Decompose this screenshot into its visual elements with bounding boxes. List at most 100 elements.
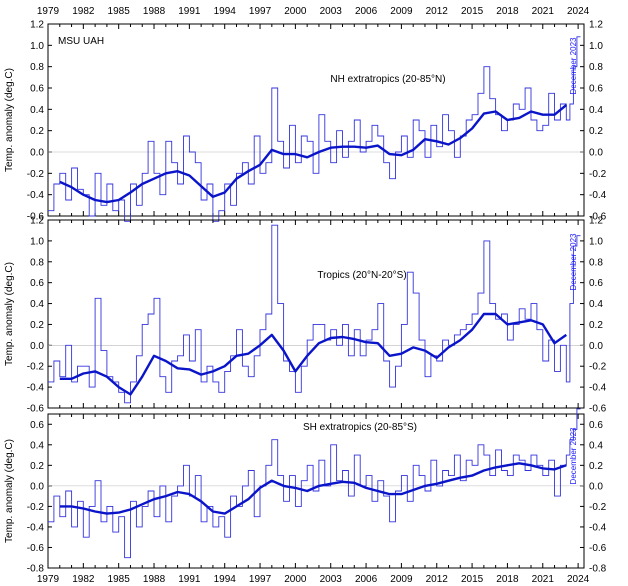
- x-tick-label-top: 1997: [249, 6, 272, 17]
- x-tick-label-top: 2024: [567, 6, 590, 17]
- x-tick-label-top: 1991: [178, 6, 201, 17]
- top-x-axis: 1979 1982 1985 1988 1991 1994 1997 2000 2003 2006…: [37, 6, 590, 17]
- plot-frame: [47, 413, 585, 569]
- plot-frame: [47, 23, 585, 217]
- y-tick-label-right: 1.2: [589, 216, 603, 227]
- y-tick-label-left: 1.0: [30, 41, 44, 52]
- y-tick-label-left: 1.2: [30, 216, 44, 227]
- corner-label: MSU UAH: [58, 36, 104, 47]
- x-tick-label-bottom: 2006: [355, 574, 378, 585]
- x-tick-label-bottom: 1988: [143, 574, 166, 585]
- x-tick-label-top: 2012: [426, 6, 449, 17]
- y-tick-label-right: 0.2: [589, 461, 603, 472]
- y-tick-label-right: 1.0: [589, 236, 603, 247]
- y-tick-label-left: -0.2: [27, 502, 45, 513]
- date-note: December 2023: [569, 37, 578, 94]
- x-tick-label-top: 2021: [532, 6, 555, 17]
- panel-title: Tropics (20°N-20°S): [317, 270, 406, 281]
- x-tick-label-bottom: 1982: [72, 574, 95, 585]
- y-tick-label-right: 0.8: [589, 62, 603, 73]
- y-axis-label: Temp. anomaly (deg.C): [4, 439, 15, 543]
- y-tick-label-right: 0.4: [589, 440, 603, 451]
- y-tick-label-right: -0.6: [589, 212, 607, 223]
- x-tick-label-bottom: 2021: [532, 574, 555, 585]
- y-tick-label-left: -0.6: [27, 212, 45, 223]
- y-tick-label-right: 0.4: [589, 299, 603, 310]
- y-tick-label-right: 1.2: [589, 20, 603, 31]
- y-tick-label-right: 0.4: [589, 105, 603, 116]
- y-tick-label-right: -0.4: [589, 522, 607, 533]
- x-tick-label-bottom: 1985: [108, 574, 131, 585]
- x-tick-label-bottom: 2000: [284, 574, 307, 585]
- y-tick-label-left: 0.0: [30, 148, 44, 159]
- x-tick-label-top: 2015: [461, 6, 484, 17]
- y-tick-label-left: 0.8: [30, 62, 44, 73]
- monthly-series-line: [48, 224, 581, 404]
- x-tick-label-top: 2009: [390, 6, 413, 17]
- y-tick-label-left: 0.8: [30, 257, 44, 268]
- x-tick-label-bottom: 2012: [426, 574, 449, 585]
- y-tick-label-left: -0.6: [27, 404, 45, 415]
- y-tick-label-right: -0.4: [589, 190, 607, 201]
- x-tick-label-top: 1979: [37, 6, 60, 17]
- y-tick-label-left: 0.6: [30, 420, 44, 431]
- x-tick-label-bottom: 2009: [390, 574, 413, 585]
- y-tick-label-left: -0.6: [27, 543, 45, 554]
- y-tick-label-left: -0.4: [27, 190, 45, 201]
- y-axis-label: Temp. anomaly (deg.C): [4, 68, 15, 172]
- y-tick-label-left: 1.2: [30, 20, 44, 31]
- smoothed-series-line: [59, 104, 568, 204]
- y-tick-label-right: -0.8: [589, 564, 607, 575]
- y-tick-label-right: 0.0: [589, 148, 603, 159]
- y-tick-label-left: 1.0: [30, 236, 44, 247]
- panel-title: NH extratropics (20-85°N): [330, 74, 445, 85]
- y-tick-label-left: 0.4: [30, 299, 44, 310]
- y-tick-label-left: -0.2: [27, 169, 45, 180]
- x-tick-label-bottom: 2015: [461, 574, 484, 585]
- y-tick-label-left: -0.2: [27, 362, 45, 373]
- y-tick-label-left: 0.0: [30, 481, 44, 492]
- x-tick-label-bottom: 1979: [37, 574, 60, 585]
- y-tick-label-left: -0.4: [27, 522, 45, 533]
- y-tick-label-right: 0.6: [589, 278, 603, 289]
- y-tick-label-right: -0.6: [589, 543, 607, 554]
- y-axis-label: Temp. anomaly (deg.C): [4, 262, 15, 366]
- x-tick-label-bottom: 1994: [214, 574, 237, 585]
- y-tick-label-right: 0.8: [589, 257, 603, 268]
- y-tick-label-right: -0.6: [589, 404, 607, 415]
- y-tick-label-right: 0.6: [589, 420, 603, 431]
- date-note: December 2023: [569, 233, 578, 290]
- x-tick-label-bottom: 1991: [178, 574, 201, 585]
- panel-title: SH extratropics (20-85°S): [303, 422, 417, 433]
- date-note: December 2023: [569, 427, 578, 484]
- sh-extratropics-panel: -0.8 -0.8 -0.6 -0.6 -0.4 -0.4 -0.2 -0.2 0.0 0.0 0.…: [4, 408, 607, 575]
- y-tick-label-right: 0.0: [589, 481, 603, 492]
- bottom-x-axis: 1979 1982 1985 1988 1991 1994 1997 2000 2003 2006…: [37, 574, 590, 585]
- x-tick-label-bottom: 2018: [496, 574, 519, 585]
- y-tick-label-right: 1.0: [589, 41, 603, 52]
- y-tick-label-left: 0.6: [30, 84, 44, 95]
- y-tick-label-left: 0.2: [30, 320, 44, 331]
- nh-extratropics-panel: -0.6 -0.6 -0.4 -0.4 -0.2 -0.2 0.0 0.0 0.2 0.2 0.4 0…: [4, 20, 607, 223]
- x-tick-label-top: 2006: [355, 6, 378, 17]
- x-tick-label-bottom: 1997: [249, 574, 272, 585]
- y-tick-label-left: 0.4: [30, 105, 44, 116]
- y-tick-label-right: 0.2: [589, 126, 603, 137]
- monthly-series-line: [48, 408, 581, 559]
- y-tick-label-right: -0.2: [589, 362, 607, 373]
- x-tick-label-top: 1982: [72, 6, 95, 17]
- y-tick-label-right: 0.0: [589, 341, 603, 352]
- y-tick-label-right: -0.2: [589, 502, 607, 513]
- x-tick-label-top: 2018: [496, 6, 519, 17]
- y-tick-label-left: -0.8: [27, 564, 45, 575]
- x-tick-label-bottom: 2024: [567, 574, 590, 585]
- x-tick-label-bottom: 2003: [320, 574, 343, 585]
- y-tick-label-left: 0.4: [30, 440, 44, 451]
- y-tick-label-right: 0.6: [589, 84, 603, 95]
- tropics-panel: -0.6 -0.6 -0.4 -0.4 -0.2 -0.2 0.0 0.0 0.2 0.2 0.4 0…: [4, 216, 607, 415]
- smoothed-series-line: [59, 312, 567, 396]
- y-tick-label-right: 0.2: [589, 320, 603, 331]
- y-tick-label-left: -0.4: [27, 383, 45, 394]
- y-tick-label-left: 0.2: [30, 126, 44, 137]
